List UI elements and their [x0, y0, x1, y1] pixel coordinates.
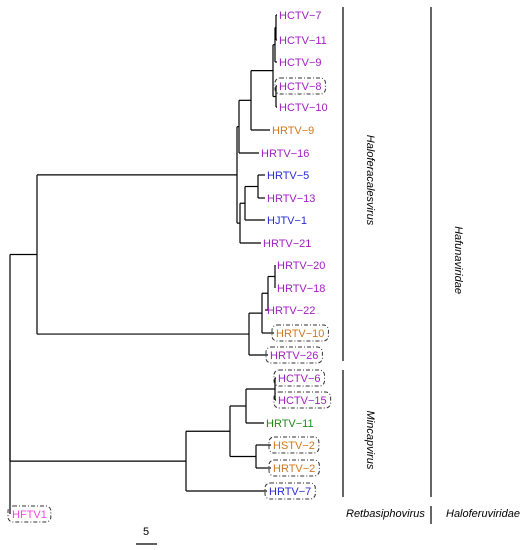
tip-highlight-box	[273, 369, 325, 387]
tip-hrtv-18: HRTV−18	[277, 283, 325, 295]
scale-bar-label: 5	[143, 526, 149, 538]
tip-highlight-box	[268, 436, 320, 454]
tip-hftv1: HFTV1	[7, 505, 52, 523]
tip-hrtv-16: HRTV−16	[261, 148, 309, 160]
tree-branches	[9, 14, 277, 514]
tip-label: HRTV−16	[261, 148, 309, 160]
tip-label: HRTV−26	[270, 350, 318, 362]
tip-hctv-6: HCTV−6	[273, 369, 325, 387]
tip-highlight-box	[274, 77, 326, 95]
genus-label-retbasiphovirus: Retbasiphovirus	[346, 508, 425, 520]
tip-highlight-box	[264, 482, 316, 500]
tip-label: HCTV−10	[279, 102, 328, 114]
tip-label: HRTV−21	[263, 238, 311, 250]
tip-label: HRTV−11	[266, 418, 314, 430]
tip-label: HCTV−15	[278, 395, 327, 407]
tip-hrtv-26: HRTV−26	[265, 346, 323, 364]
tip-label: HRTV−10	[276, 328, 324, 340]
tip-label: HSTV−2	[273, 440, 315, 452]
tip-label: HCTV−7	[279, 10, 322, 22]
tip-hctv-11: HCTV−11	[279, 35, 327, 47]
tip-label: HRTV−5	[267, 170, 309, 182]
tip-hrtv-21: HRTV−21	[263, 238, 311, 250]
family-label-hafunaviridae: Hafunaviridae	[452, 226, 464, 294]
tip-label: HRTV−18	[277, 283, 325, 295]
tip-label: HRTV−2	[273, 463, 315, 475]
tip-hctv-7: HCTV−7	[279, 10, 322, 22]
tip-hctv-10: HCTV−10	[279, 102, 328, 114]
tip-label: HRTV−9	[272, 125, 314, 137]
tip-labels: HCTV−7 HCTV−11 HCTV−9 HCTV−8 HCTV−10 HRTV−9 HR…	[7, 10, 332, 523]
tip-hrtv-7: HRTV−7	[264, 482, 316, 500]
tip-highlight-box	[273, 391, 332, 409]
tip-label: HCTV−11	[279, 35, 327, 47]
tip-highlight-box	[265, 346, 323, 364]
tip-label: HFTV1	[12, 509, 47, 521]
tip-label: HRTV−20	[277, 260, 325, 272]
tip-hctv-15: HCTV−15	[273, 391, 332, 409]
family-label-haloferuviridae: Haloferuviridae	[446, 508, 520, 520]
tip-hctv-8: HCTV−8	[274, 77, 326, 95]
tip-hctv-9: HCTV−9	[279, 57, 322, 69]
tip-hrtv-5: HRTV−5	[267, 170, 309, 182]
tip-hrtv-20: HRTV−20	[277, 260, 325, 272]
tip-hrtv-11: HRTV−11	[266, 418, 314, 430]
tip-label: HRTV−7	[269, 486, 311, 498]
tip-hrtv-9: HRTV−9	[272, 125, 314, 137]
genus-label-haloferacalesvirus: Haloferacalesvirus	[364, 135, 376, 226]
tip-hrtv-10: HRTV−10	[271, 324, 329, 342]
tip-highlight-box	[268, 459, 320, 477]
taxonomy-brackets	[342, 7, 432, 524]
tip-label: HRTV−22	[267, 305, 315, 317]
tip-label: HCTV−9	[279, 57, 322, 69]
tip-label: HCTV−8	[279, 81, 322, 93]
tip-hrtv-2: HRTV−2	[268, 459, 320, 477]
tip-highlight-box	[271, 324, 329, 342]
tip-hrtv-13: HRTV−13	[267, 193, 315, 205]
tip-hrtv-22: HRTV−22	[267, 305, 315, 317]
tip-label: HJTV−1	[267, 215, 307, 227]
genus-label-mincapvirus: Mincapvirus	[364, 411, 376, 470]
tip-hstv-2: HSTV−2	[268, 436, 320, 454]
tip-label: HRTV−13	[267, 193, 315, 205]
tip-hjtv-1: HJTV−1	[267, 215, 307, 227]
tip-label: HCTV−6	[278, 373, 321, 385]
scale-bar: 5	[136, 526, 157, 545]
